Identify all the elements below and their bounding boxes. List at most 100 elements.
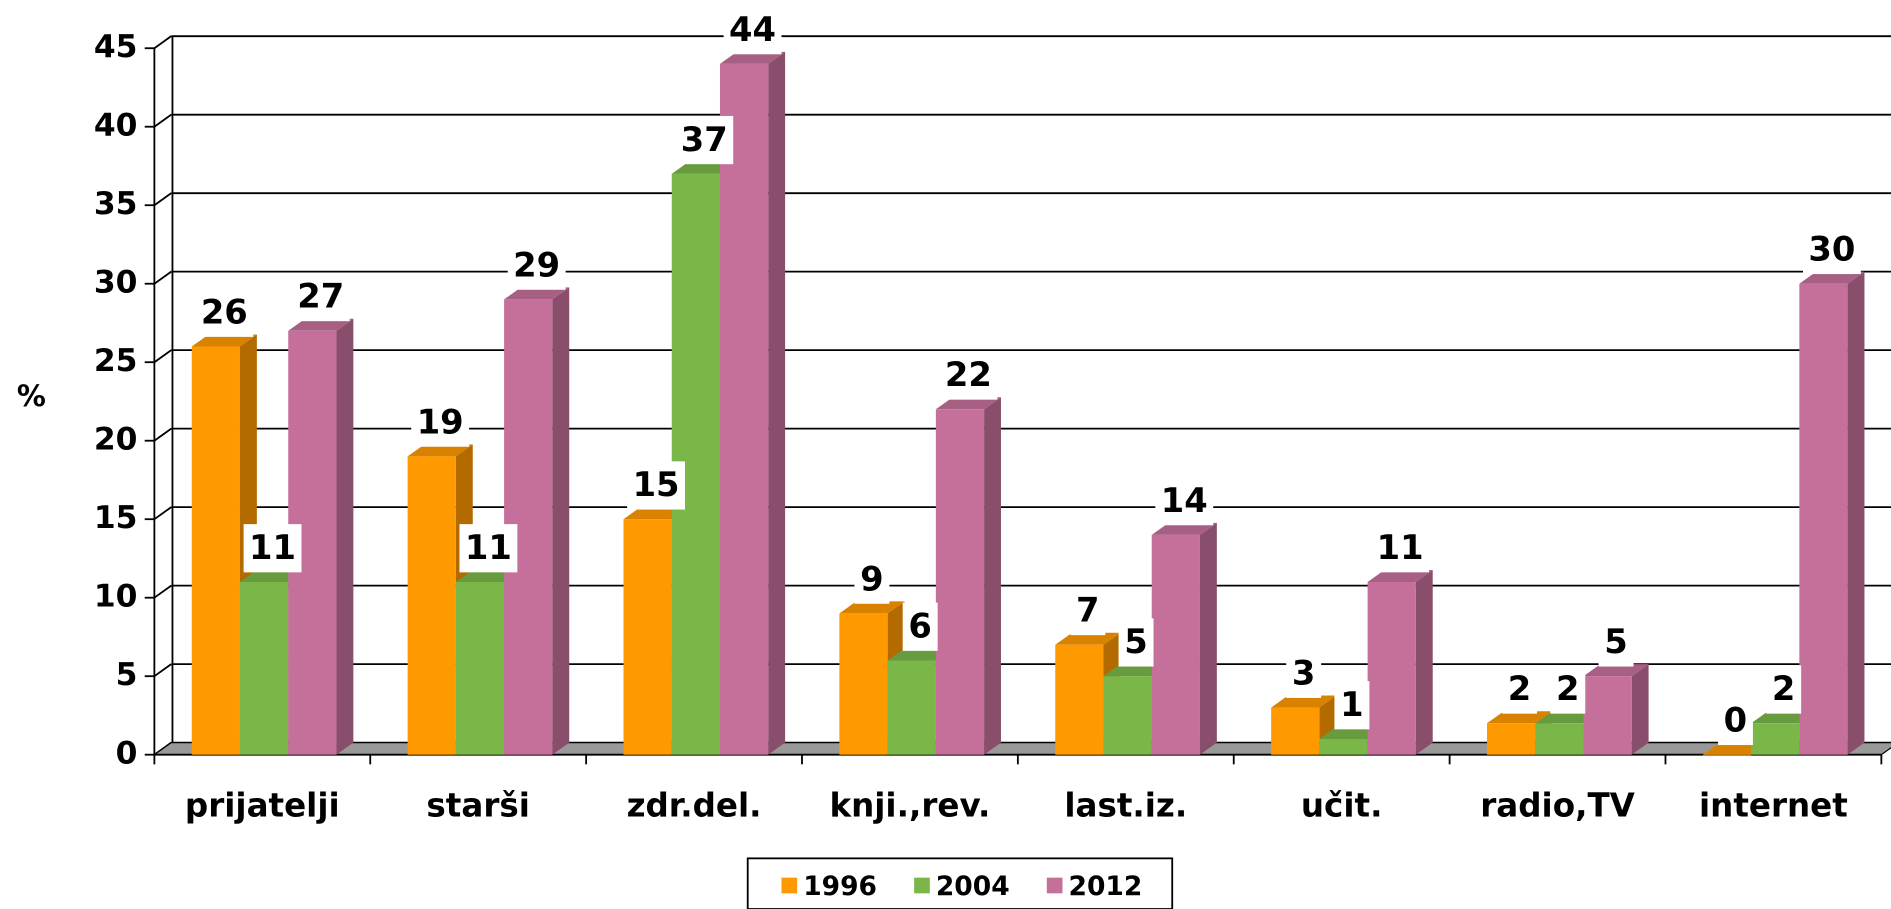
x-tick-label: zdr.del. xyxy=(627,787,762,825)
bar-side xyxy=(1199,522,1217,755)
bar-top xyxy=(1583,664,1649,677)
bar xyxy=(887,660,936,755)
data-label-bg xyxy=(1766,665,1802,714)
data-label-bg xyxy=(459,524,518,573)
legend-box xyxy=(746,857,1174,909)
depth-tick xyxy=(153,113,172,128)
data-label-bg xyxy=(1802,225,1861,275)
bar xyxy=(1535,723,1584,755)
data-label-bg xyxy=(1286,649,1322,698)
bar-top xyxy=(504,287,570,300)
bar-top xyxy=(1271,695,1337,708)
depth-tick xyxy=(153,427,172,442)
x-tick-label: knji.,rev. xyxy=(829,787,990,825)
data-label-bg xyxy=(939,351,998,400)
data-label-bg xyxy=(1118,618,1154,667)
x-tick-label: starši xyxy=(426,787,530,825)
data-label-bg xyxy=(1550,665,1586,714)
data-label-bg xyxy=(1155,477,1214,526)
bar-top xyxy=(407,444,473,457)
data-label: 37 xyxy=(681,120,728,159)
bar-side xyxy=(768,51,786,755)
data-label: 44 xyxy=(729,10,776,49)
bar-top xyxy=(1055,632,1121,645)
data-label-bg xyxy=(411,398,470,447)
bar xyxy=(623,519,672,755)
bar-top xyxy=(1486,711,1553,724)
data-label-bg xyxy=(291,272,350,322)
bar-side xyxy=(552,287,570,755)
depth-tick xyxy=(153,270,172,285)
bar-side xyxy=(1847,271,1865,755)
x-tick-label: last.iz. xyxy=(1064,787,1187,825)
data-label: 3 xyxy=(1292,654,1315,693)
bar xyxy=(1799,283,1848,755)
bar xyxy=(455,581,505,755)
data-label-bg xyxy=(627,461,686,510)
legend-label: 2012 xyxy=(1069,871,1143,902)
data-label: 11 xyxy=(249,528,296,567)
x-tick-label: radio,TV xyxy=(1480,787,1635,825)
data-label: 6 xyxy=(908,606,931,645)
data-label-bg xyxy=(723,6,782,55)
y-tick-label: 20 xyxy=(94,422,138,458)
data-label-bg xyxy=(1070,586,1106,636)
data-label: 14 xyxy=(1161,481,1208,520)
depth-tick xyxy=(153,349,172,363)
bar xyxy=(239,581,289,755)
data-label: 11 xyxy=(1377,528,1424,567)
legend-label: 1996 xyxy=(803,871,877,902)
bar xyxy=(839,613,888,755)
bar-top xyxy=(191,334,257,347)
data-label: 0 xyxy=(1724,701,1747,740)
legend-swatch xyxy=(781,877,798,894)
data-label-bg xyxy=(1371,524,1430,573)
y-tick-label: 0 xyxy=(116,736,138,772)
depth-tick xyxy=(153,35,172,49)
data-label-bg xyxy=(854,555,890,604)
data-label: 11 xyxy=(465,528,512,567)
data-label-bg xyxy=(1598,618,1634,667)
data-label: 29 xyxy=(513,245,560,284)
data-label-bg xyxy=(1334,681,1370,730)
bar-top xyxy=(839,601,905,614)
bar-top xyxy=(1367,569,1433,582)
y-tick-label: 15 xyxy=(94,500,138,536)
bar xyxy=(1103,676,1152,755)
bar xyxy=(1486,723,1536,755)
bar xyxy=(1367,581,1416,755)
depth-tick xyxy=(153,192,172,206)
data-label: 1 xyxy=(1340,685,1363,724)
data-label: 2 xyxy=(1556,669,1579,708)
data-label-bg xyxy=(243,524,302,573)
legend-swatch xyxy=(914,877,930,894)
y-tick-label: 10 xyxy=(94,579,138,615)
data-label: 9 xyxy=(860,559,883,598)
bar-side xyxy=(1415,569,1433,755)
bar-top xyxy=(935,397,1001,410)
legend-label: 2004 xyxy=(936,871,1010,902)
bar-top xyxy=(288,318,354,331)
data-label-bg xyxy=(1502,665,1538,714)
bar xyxy=(1583,676,1632,755)
bar xyxy=(1319,738,1368,755)
bar-side xyxy=(1631,664,1649,755)
x-tick-label: prijatelji xyxy=(185,787,340,825)
bar xyxy=(1055,644,1104,755)
bar xyxy=(191,346,240,755)
bar xyxy=(1151,534,1200,755)
data-label: 2 xyxy=(1508,669,1531,708)
data-label: 30 xyxy=(1808,230,1855,269)
bar-top xyxy=(1151,522,1217,535)
data-label: 5 xyxy=(1124,622,1147,661)
bar xyxy=(1271,707,1320,755)
y-axis-label: % xyxy=(17,379,46,413)
data-label: 15 xyxy=(633,465,680,504)
x-tick-label: internet xyxy=(1699,787,1848,825)
data-label-bg xyxy=(675,115,734,165)
y-tick-label: 30 xyxy=(94,265,138,301)
bar xyxy=(1702,754,1752,756)
depth-tick xyxy=(153,584,172,599)
bar xyxy=(935,409,985,755)
data-label: 26 xyxy=(201,292,248,331)
